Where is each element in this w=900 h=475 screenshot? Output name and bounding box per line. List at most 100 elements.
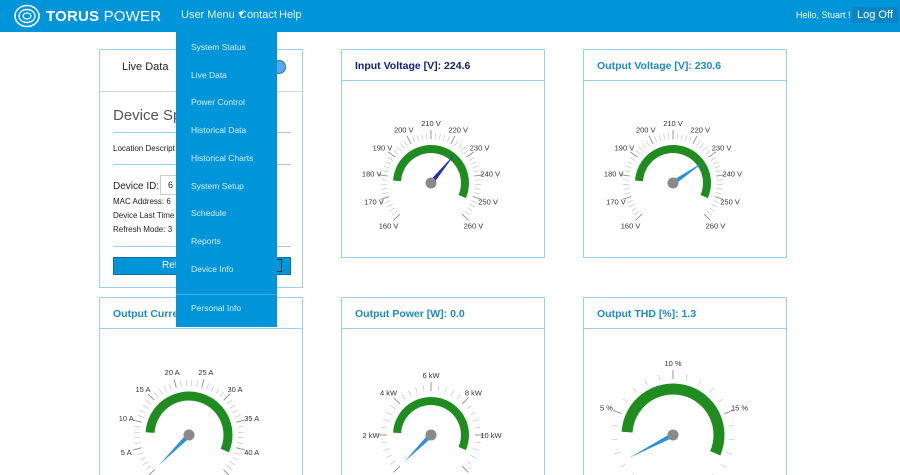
output-current-gauge: 0 A5 A10 A15 A20 A25 A30 A35 A40 A45 A (119, 368, 259, 475)
gauge-tick (446, 136, 450, 143)
output-current-title: Output Curre (100, 298, 302, 329)
gauge-tick (383, 165, 390, 169)
menu-item-historical-data[interactable]: Historical Data (191, 125, 247, 135)
gauge-tick (642, 143, 647, 149)
gauge-tick (223, 469, 230, 475)
gauge-tick (680, 133, 683, 140)
gauge-tick (380, 196, 390, 200)
gauge-tick (645, 140, 650, 147)
gauge-tick (715, 192, 722, 195)
gauge-tick (632, 387, 637, 393)
gauge-tick (472, 419, 479, 422)
gauge-tick (232, 409, 239, 414)
gauge-tick (624, 170, 631, 173)
gauge-tick (466, 151, 475, 158)
gauge-tick (699, 143, 704, 149)
gauge-tick (173, 378, 177, 388)
gauge-tick (709, 207, 715, 212)
gauge-needle (429, 153, 456, 185)
output-voltage-title: Output Voltage [V]: 230.6 (584, 50, 786, 81)
gauge-tick (146, 400, 152, 405)
log-off-button[interactable]: Log Off (852, 7, 898, 23)
gauge-tick (698, 379, 702, 386)
gauge-tick-label: 230 V (712, 144, 732, 153)
gauge-tick (461, 465, 469, 473)
gauge-tick (715, 170, 722, 173)
menu-item-personal-info[interactable]: Personal Info (191, 303, 242, 313)
contact-link[interactable]: Contact (239, 9, 277, 21)
gauge-tick-label: 240 V (480, 170, 500, 179)
gauge-tick (226, 400, 232, 405)
gauge-tick (619, 464, 626, 468)
menu-item-live-data[interactable]: Live Data (191, 70, 227, 80)
gauge-tick (223, 393, 231, 401)
gauge-tick-label: 180 V (362, 170, 382, 179)
gauge-tick (454, 140, 459, 147)
gauge-tick (381, 426, 388, 429)
menu-item-system-status[interactable]: System Status (191, 42, 246, 52)
menu-separator (176, 294, 277, 295)
gauge-tick-label: 6 kW (422, 371, 440, 380)
gauge-tick (382, 192, 389, 195)
gauge-tick (201, 378, 205, 388)
menu-item-system-setup[interactable]: System Setup (191, 181, 244, 191)
gauge-band (393, 397, 469, 451)
gauge-tick (654, 136, 658, 143)
torus-power-logo[interactable]: TORUS POWER (14, 4, 161, 28)
gauge-tick (474, 188, 481, 190)
gauge-tick (644, 379, 648, 386)
menu-item-historical-charts[interactable]: Historical Charts (191, 153, 254, 163)
gauge-tick (180, 380, 182, 387)
gauge-tick-label: 10 kW (480, 431, 502, 440)
gauge-tick-label: 240 V (722, 170, 742, 179)
gauge-tick-label: 5 % (600, 403, 613, 412)
gauge-tick (466, 405, 472, 410)
gauge-tick (137, 415, 144, 418)
user-menu-toggle[interactable]: User Menu (181, 9, 244, 21)
gauge-tick (137, 452, 144, 455)
gauge-tick (158, 388, 163, 395)
gauge-tick (387, 203, 393, 208)
gauge-tick (401, 394, 406, 400)
menu-item-reports[interactable]: Reports (191, 236, 221, 246)
gauge-tick (147, 393, 155, 401)
gauge-tick (726, 452, 733, 455)
gauge-band (621, 383, 725, 456)
gauge-tick (472, 165, 479, 169)
gauge-tick (705, 149, 711, 155)
gauge-tick-label: 220 V (448, 126, 468, 135)
gauge-tick (163, 385, 168, 392)
gauge-tick (470, 412, 476, 416)
gauge-tick (387, 157, 394, 161)
gauge-needle (158, 433, 191, 466)
gauge-tick (634, 210, 640, 216)
gauge-tick (412, 136, 416, 143)
gauge-tick (460, 146, 466, 152)
output-thd-title: Output THD [%]: 1.3 (584, 298, 786, 329)
gauge-tick (406, 135, 412, 145)
gauge-tick (384, 200, 391, 204)
gauge-tick-label: 0 kW (380, 473, 398, 475)
gauge-tick (714, 165, 721, 169)
live-data-tab[interactable]: Live Data (122, 61, 169, 73)
gauge-tick (720, 464, 727, 468)
brand-text: TORUS POWER (46, 7, 162, 25)
gauge-tick (685, 374, 688, 381)
gauge-tick (232, 456, 239, 461)
gauge-tick (613, 452, 620, 455)
menu-item-power-control[interactable]: Power Control (191, 97, 245, 107)
gauge-tick (146, 465, 152, 470)
gauge-tick-label: 160 V (621, 221, 641, 230)
gauge-tick (714, 196, 724, 200)
help-link[interactable]: Help (279, 9, 302, 21)
menu-item-device-info[interactable]: Device Info (191, 264, 234, 274)
gauge-tick-label: 10 % (664, 359, 681, 368)
gauge-tick (386, 412, 392, 416)
gauge-tick (438, 133, 441, 140)
gauge-tick (706, 210, 712, 216)
menu-item-schedule[interactable]: Schedule (191, 208, 227, 218)
gauge-tick (688, 136, 692, 143)
gauge-tick-label: 200 V (394, 126, 414, 135)
gauge-hub (667, 429, 679, 441)
